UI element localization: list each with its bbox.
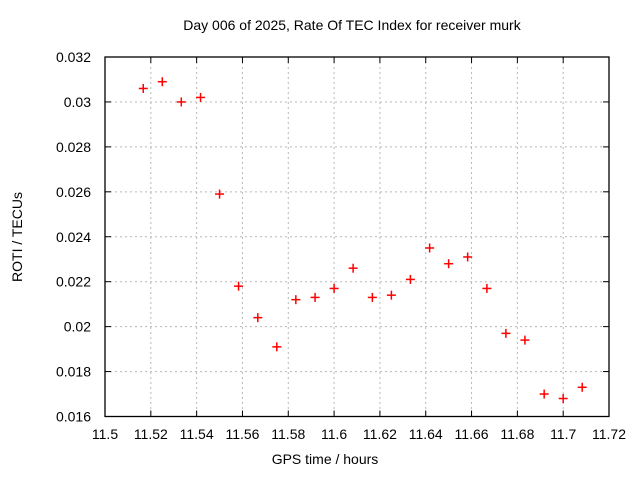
y-tick-label: 0.028 — [56, 139, 91, 155]
x-tick-label: 11.52 — [134, 426, 168, 442]
x-tick-label: 11.68 — [500, 426, 534, 442]
y-tick-label: 0.026 — [56, 184, 91, 200]
x-tick-label: 11.58 — [271, 426, 305, 442]
x-axis-label: GPS time / hours — [271, 451, 379, 467]
x-tick-label: 11.66 — [455, 426, 489, 442]
chart-title: Day 006 of 2025, Rate Of TEC Index for r… — [183, 17, 521, 33]
x-tick-label: 11.72 — [592, 426, 626, 442]
plot-border — [104, 56, 610, 418]
y-tick-label: 0.03 — [64, 94, 91, 110]
x-tick-label: 11.6 — [321, 426, 347, 442]
x-tick-label: 11.5 — [92, 426, 118, 442]
y-tick-label: 0.022 — [56, 274, 91, 290]
x-tick-label: 11.56 — [225, 426, 259, 442]
x-tick-label: 11.64 — [409, 426, 443, 442]
y-tick-label: 0.032 — [56, 49, 91, 65]
y-tick-label: 0.024 — [56, 229, 91, 245]
y-tick-label: 0.018 — [56, 364, 91, 380]
y-tick-label: 0.02 — [64, 319, 91, 335]
x-tick-label: 11.7 — [550, 426, 576, 442]
x-tick-label: 11.62 — [363, 426, 397, 442]
x-tick-label: 11.54 — [180, 426, 214, 442]
y-tick-label: 0.016 — [56, 409, 91, 425]
